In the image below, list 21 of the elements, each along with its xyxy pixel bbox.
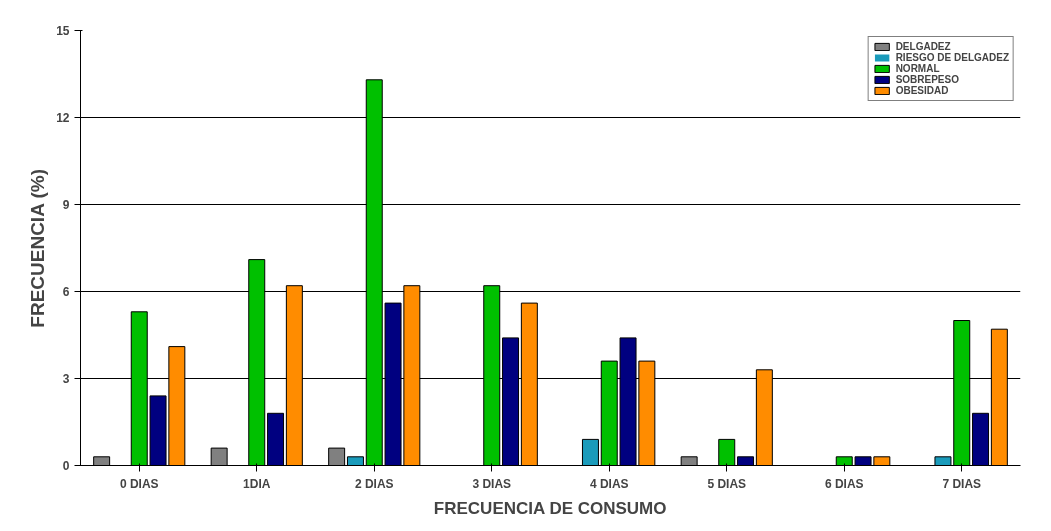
legend-label: OBESIDAD	[895, 85, 949, 96]
x-tick-label: 0 DIAS	[119, 476, 159, 491]
y-tick-label: 9	[62, 198, 70, 212]
y-tick-label: 15	[56, 24, 70, 38]
x-tick-label: 4 DIAS	[589, 476, 629, 491]
x-tick-label: 7 DIAS	[942, 476, 982, 491]
legend-label: RIESGO DE DELGADEZ	[895, 52, 1009, 63]
y-tick-label: 3	[62, 372, 70, 386]
y-axis-title: FRECUENCIA (%)	[27, 169, 49, 328]
y-tick-label: 6	[62, 285, 70, 299]
legend-label: SOBREPESO	[895, 74, 959, 85]
x-tick-label: 1DIA	[243, 476, 271, 491]
x-tick-label: 6 DIAS	[824, 476, 864, 491]
y-tick-label: 0	[62, 459, 70, 473]
x-tick-label: 2 DIAS	[354, 476, 394, 491]
x-tick-label: 3 DIAS	[472, 476, 512, 491]
legend-label: NORMAL	[895, 63, 940, 74]
y-tick-label: 12	[56, 111, 70, 125]
x-tick-label: 5 DIAS	[707, 476, 747, 491]
legend-label: DELGADEZ	[895, 41, 951, 52]
x-axis-title: FRECUENCIA DE CONSUMO	[433, 498, 667, 518]
